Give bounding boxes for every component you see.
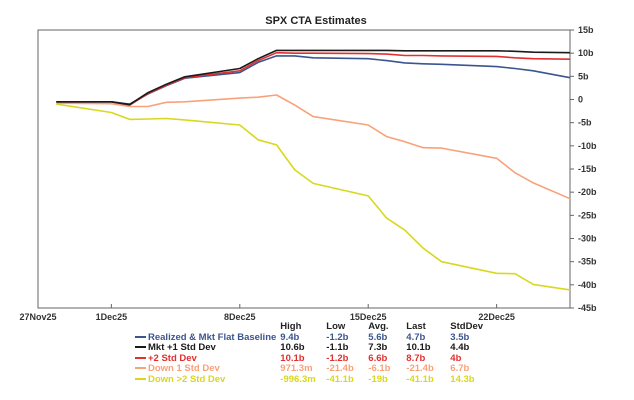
- legend-value-stddev: 3.5b: [450, 331, 470, 343]
- y-tick-label: -35b: [578, 257, 597, 267]
- chart-title: SPX CTA Estimates: [265, 15, 366, 27]
- plot-border: [37, 29, 571, 309]
- legend-value-last: -21.4b: [406, 363, 434, 374]
- legend-value-avg: 6.6b: [368, 352, 388, 364]
- legend-series-name: Mkt +1 Std Dev: [135, 342, 280, 354]
- legend-header-row: High Low Avg. Last StdDev: [135, 321, 489, 333]
- legend-row: Down >2 Std Dev -996.3m -41.1b -19b -41.1b 14…: [135, 373, 489, 386]
- legend-value-low: -41.1b: [326, 373, 354, 385]
- legend-value-high: 10.6b: [280, 342, 305, 353]
- legend-value-stddev: 4b: [450, 352, 462, 364]
- y-tick-label: 15b: [578, 25, 594, 35]
- legend-series-name: Down >2 Std Dev: [135, 373, 280, 386]
- legend-swatch: [135, 346, 146, 349]
- legend-value-avg: 5.6b: [368, 331, 388, 343]
- legend-value-avg: 7.3b: [368, 342, 388, 353]
- legend-series-name: +2 Std Dev: [135, 352, 280, 365]
- legend-value-last: 10.1b: [406, 342, 431, 353]
- legend-value-high: 10.1b: [280, 352, 305, 364]
- legend-label: Realized & Mkt Flat Baseline: [148, 331, 277, 343]
- legend-series-name: Realized & Mkt Flat Baseline: [135, 331, 280, 344]
- series-line-mkt-1-std-dev: [56, 49, 571, 106]
- y-tick-label: 5b: [578, 71, 589, 81]
- legend-label: Down >2 Std Dev: [148, 373, 226, 385]
- legend-value-low: -21.4b: [326, 363, 354, 374]
- series-line-down-1-std-dev: [56, 94, 571, 200]
- series-line-2-std-dev: [56, 51, 571, 106]
- y-tick-label: 10b: [578, 48, 594, 58]
- legend-swatch: [135, 377, 146, 380]
- x-tick-label: 1Dec25: [96, 312, 128, 320]
- legend-header-stddev: StdDev: [450, 321, 484, 332]
- y-tick-label: -5b: [578, 118, 592, 128]
- legend-label: +2 Std Dev: [148, 352, 197, 364]
- chart-area: SPX CTA Estimates 15b 10b 5b 0 -5b -10b -15b -2…: [19, 15, 597, 320]
- legend-series-name: Down 1 Std Dev: [135, 363, 280, 375]
- legend-header-high: High: [280, 321, 302, 332]
- legend-row: Mkt +1 Std Dev 10.6b -1.1b 7.3b 10.1b 4.4b: [135, 342, 489, 354]
- legend-header-low: Low: [326, 321, 346, 332]
- legend-swatch: [135, 356, 146, 359]
- legend-value-last: 8.7b: [406, 352, 426, 364]
- legend-value-high: -996.3m: [280, 373, 316, 385]
- legend-value-last: -41.1b: [406, 373, 434, 385]
- series-lines: [56, 49, 571, 291]
- x-axis: 27Nov25 1Dec25 8Dec25 15Dec25 22Dec25: [19, 304, 515, 320]
- legend-value-stddev: 6.7b: [450, 363, 470, 374]
- y-tick-label: -25b: [578, 210, 597, 220]
- y-axis: 15b 10b 5b 0 -5b -10b -15b -20b -25b -30b -35b -40b…: [570, 25, 597, 313]
- series-line-realized-mkt-flat-baseline: [56, 55, 571, 105]
- legend-value-last: 4.7b: [406, 331, 426, 343]
- y-tick-label: -10b: [578, 141, 597, 151]
- x-tick-label: 8Dec25: [224, 312, 256, 320]
- legend-header-avg: Avg.: [368, 321, 389, 332]
- x-tick-label: 22Dec25: [478, 312, 515, 320]
- legend-label: Down 1 Std Dev: [148, 363, 220, 374]
- legend-value-low: -1.2b: [326, 352, 349, 364]
- legend-value-high: 9.4b: [280, 331, 300, 343]
- legend-swatch: [135, 335, 146, 338]
- y-tick-label: -45b: [578, 303, 597, 313]
- y-tick-label: -20b: [578, 187, 597, 197]
- y-tick-label: -40b: [578, 280, 597, 290]
- x-tick-label: 27Nov25: [19, 312, 56, 320]
- y-tick-label: 0: [578, 95, 583, 105]
- y-tick-label: -30b: [578, 234, 597, 244]
- legend-value-low: -1.1b: [326, 342, 349, 353]
- legend-row: +2 Std Dev 10.1b -1.2b 6.6b 8.7b 4b: [135, 352, 489, 365]
- legend-table: High Low Avg. Last StdDev Realized & Mkt…: [135, 321, 489, 386]
- legend-value-high: 971.3m: [280, 363, 313, 374]
- legend-label: Mkt +1 Std Dev: [148, 342, 216, 353]
- legend-row: Down 1 Std Dev 971.3m -21.4b -6.1b -21.4b 6.7…: [135, 363, 489, 375]
- legend-value-avg: -6.1b: [368, 363, 391, 374]
- legend-value-avg: -19b: [368, 373, 388, 385]
- y-tick-label: -15b: [578, 164, 597, 174]
- legend-swatch: [135, 367, 146, 370]
- legend-value-low: -1.2b: [326, 331, 349, 343]
- legend-row: Realized & Mkt Flat Baseline 9.4b -1.2b 5.6…: [135, 331, 489, 344]
- series-line-down-2-std-dev: [56, 103, 571, 291]
- plot-frame: [37, 29, 571, 309]
- legend-header-last: Last: [406, 321, 426, 332]
- x-tick-label: 15Dec25: [350, 312, 387, 320]
- legend-value-stddev: 4.4b: [450, 342, 470, 353]
- legend-value-stddev: 14.3b: [450, 373, 475, 385]
